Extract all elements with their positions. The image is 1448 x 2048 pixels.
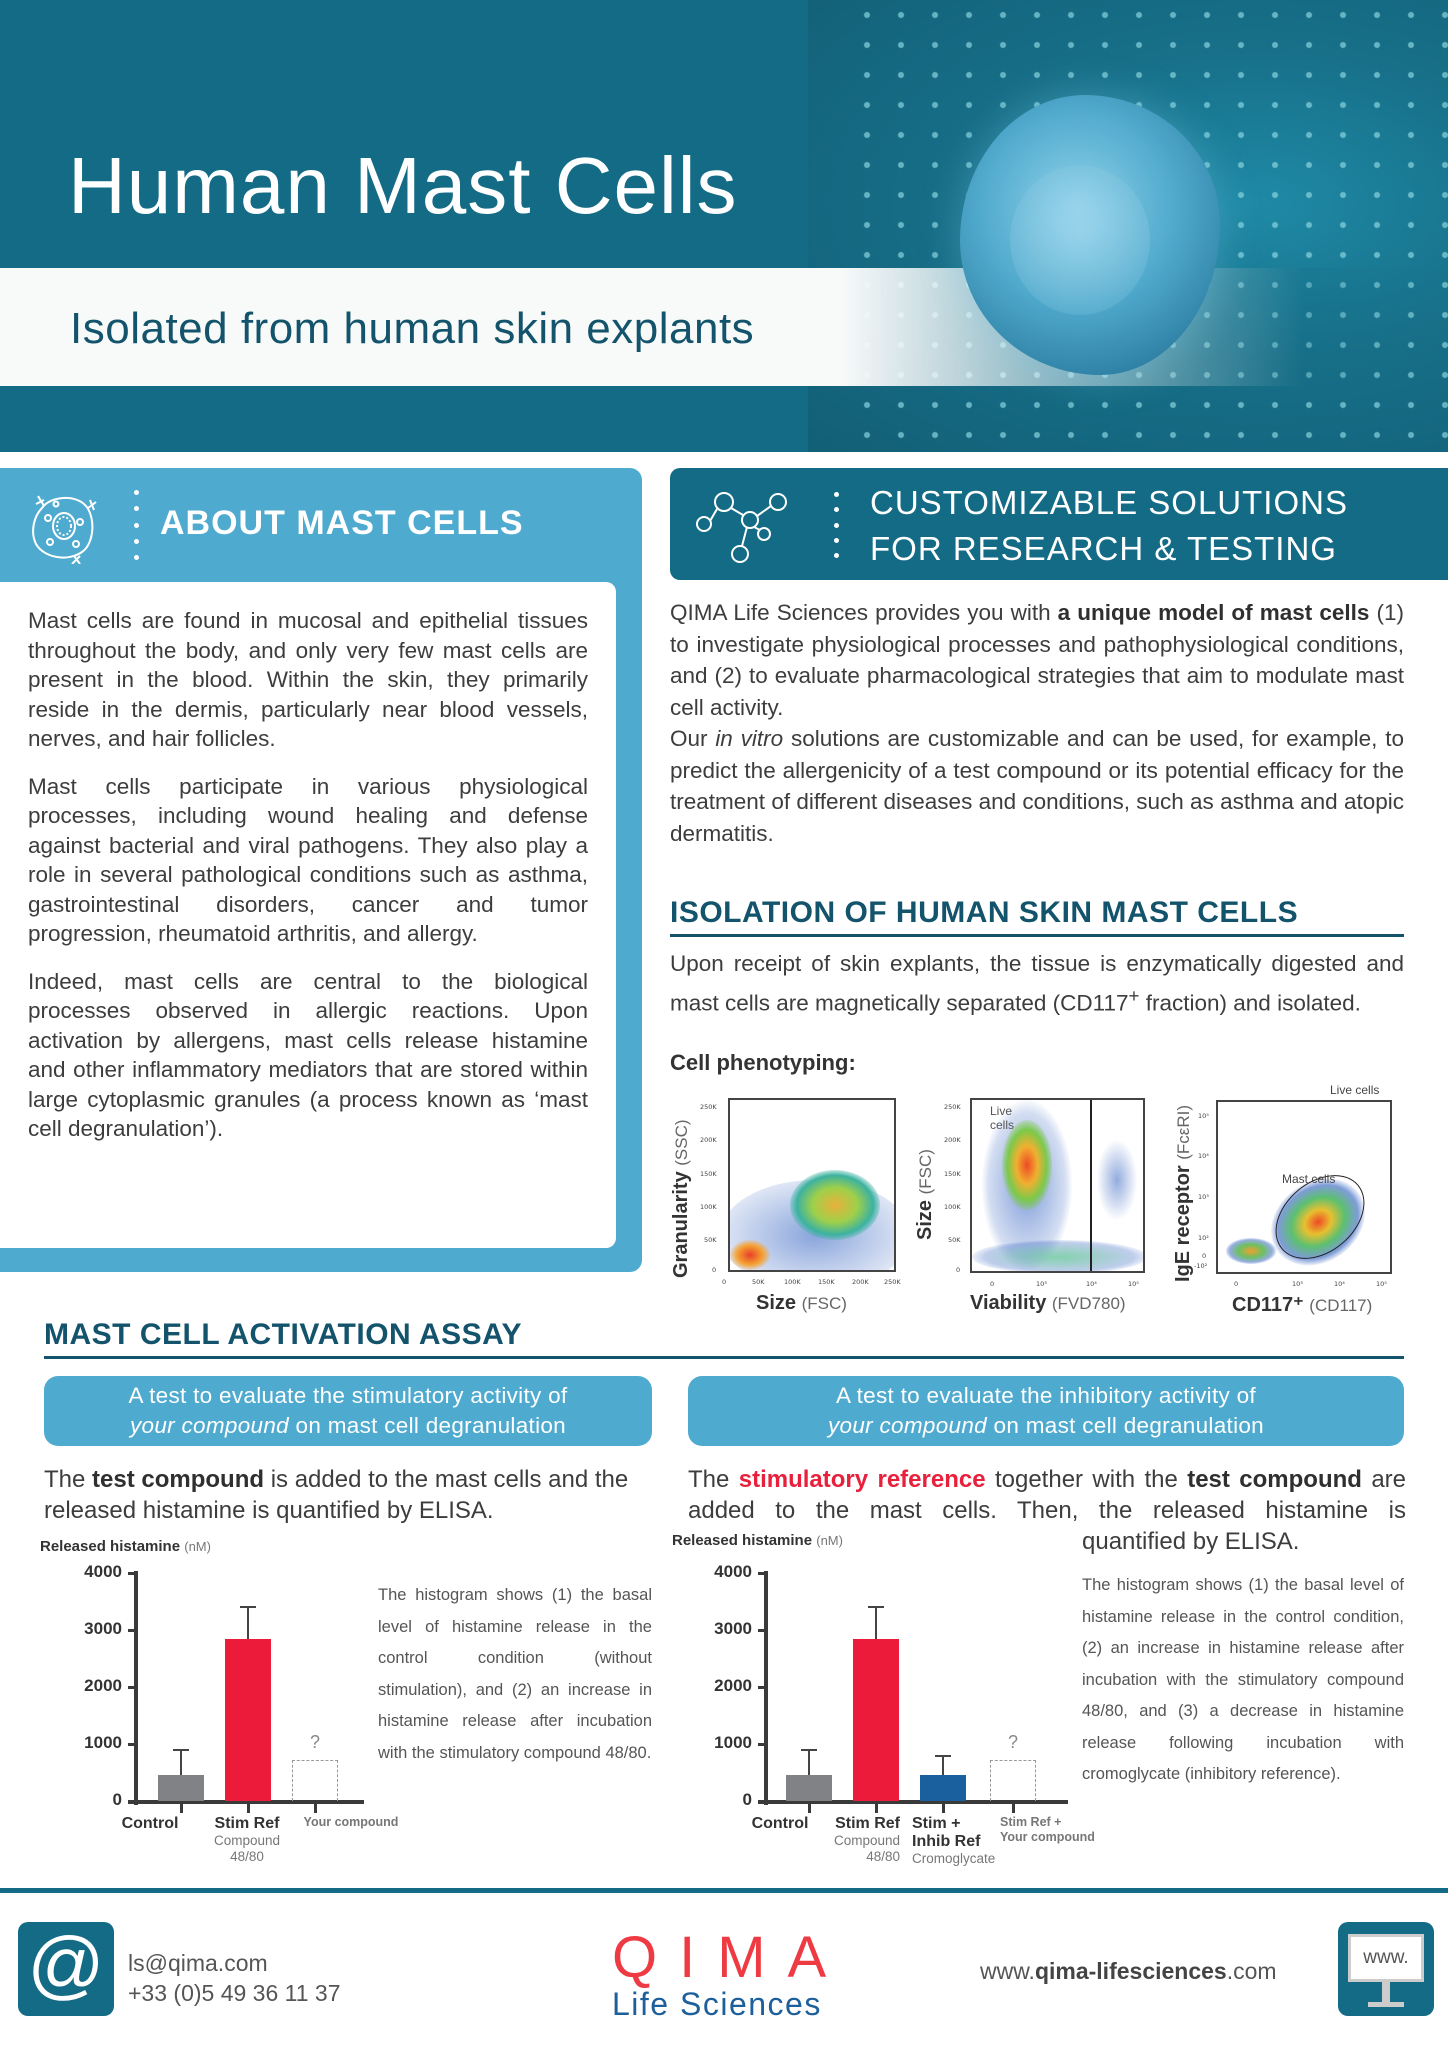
qima-logo-tagline: Life Sciences	[612, 1986, 822, 2022]
bar-your-compound-placeholder	[292, 1760, 338, 1801]
flow-plot-2-ylabel: Size (FSC)	[914, 1149, 936, 1240]
assay-section-title: MAST CELL ACTIVATION ASSAY	[44, 1318, 1404, 1359]
email-link[interactable]: ls@qima.com	[128, 1950, 268, 1976]
about-section-title: ABOUT MAST CELLS	[160, 504, 524, 542]
flow-plot-3-area	[1216, 1100, 1392, 1274]
category-stim-ref: Stim Ref Compound 48/80	[833, 1815, 900, 1864]
inhibitory-test-intro-end: quantified by ELISA.	[1082, 1528, 1300, 1555]
www-screen-icon: www.	[1348, 1934, 1424, 1982]
stimulatory-chart-ytitle: Released histamine (nM)	[40, 1538, 211, 1555]
molecule-icon	[696, 492, 787, 563]
custom-title-line-2: FOR RESEARCH & TESTING	[870, 530, 1337, 567]
category-stim-ref: Stim Ref Compound 48/80	[213, 1815, 281, 1864]
isolation-section-title: ISOLATION OF HUMAN SKIN MAST CELLS	[670, 896, 1404, 937]
category-control: Control	[121, 1815, 179, 1832]
live-cells-gate-label: Live cells	[990, 1104, 1015, 1132]
isolation-description: Upon receipt of skin explants, the tissu…	[670, 951, 1404, 1015]
live-cells-gate	[972, 1100, 1092, 1271]
qima-logo-wordmark: QIMA	[612, 1925, 849, 1990]
category-your-compound: Your compound	[303, 1815, 399, 1829]
flow-plot-2-area	[970, 1098, 1145, 1273]
about-paragraph-1: Mast cells are found in mucosal and epit…	[28, 608, 588, 751]
inhibitory-chart-ytitle: Released histamine (nM)	[672, 1532, 843, 1549]
bar-control	[786, 1775, 832, 1801]
bar-stim-your-compound-placeholder	[990, 1760, 1036, 1801]
custom-paragraph-1: QIMA Life Sciences provides you with a u…	[670, 600, 1404, 720]
bar-stim-ref	[225, 1639, 271, 1801]
website-link[interactable]: www.qima-lifesciences.com	[980, 1958, 1277, 1984]
cell-phenotyping-label: Cell phenotyping:	[670, 1050, 856, 1075]
page-title: Human Mast Cells	[68, 141, 738, 230]
flow-plot-3-xlabel: CD117⁺ (CD117)	[1232, 1294, 1373, 1316]
custom-paragraph-2: Our in vitro solutions are customizable …	[670, 726, 1404, 846]
inhibitory-chart-description: The histogram shows (1) the basal level …	[1082, 1576, 1404, 1783]
screen-base	[1368, 2002, 1404, 2007]
about-section-header: ABOUT MAST CELLS	[0, 468, 642, 580]
phone-number[interactable]: +33 (0)5 49 36 11 37	[128, 1980, 341, 2006]
inhibitory-test-banner: A test to evaluate the inhibitory activi…	[688, 1376, 1404, 1446]
category-stim-your-compound: Stim Ref + Your compound	[1000, 1815, 1095, 1844]
cell-nucleus-illustration	[1010, 165, 1150, 315]
screen-stand	[1382, 1982, 1390, 2004]
mast-cells-gate-label: Mast cells	[1282, 1172, 1336, 1186]
live-cells-note: Live cells	[1330, 1083, 1380, 1097]
category-stim-inhib-ref: Stim + Inhib Ref Cromoglycate	[912, 1815, 996, 1866]
unique-model-emphasis: a unique model of mast cells	[1057, 600, 1370, 625]
footer-divider	[0, 1888, 1448, 1893]
flow-plot-3-ylabel: IgE receptor (FcεRI)	[1172, 1104, 1194, 1282]
hero-banner: Human Mast Cells Isolated from human ski…	[0, 0, 1448, 452]
in-vitro-emphasis: in vitro	[715, 726, 784, 751]
flow-plot-1-ylabel: Granularity (SSC)	[670, 1119, 692, 1278]
website-icon-box: www.	[1338, 1922, 1434, 2016]
about-section-body: Mast cells are found in mucosal and epit…	[0, 582, 616, 1248]
custom-section-title: CUSTOMIZABLE SOLUTIONS FOR RESEARCH & TE…	[870, 480, 1348, 572]
custom-title-line-1: CUSTOMIZABLE SOLUTIONS	[870, 484, 1348, 521]
mast-cell-sketch-icon	[32, 495, 97, 564]
stimulatory-test-banner: A test to evaluate the stimulatory activ…	[44, 1376, 652, 1446]
custom-section-body: QIMA Life Sciences provides you with a u…	[670, 597, 1404, 849]
flow-plot-2-xlabel: Viability (FVD780)	[970, 1292, 1126, 1314]
flow-plot-1-xlabel: Size (FSC)	[756, 1292, 847, 1314]
stimulatory-test-intro: The test compound is added to the mast c…	[44, 1466, 629, 1524]
email-icon-box: @	[18, 1922, 114, 2016]
custom-section-header: CUSTOMIZABLE SOLUTIONS FOR RESEARCH & TE…	[670, 468, 1448, 580]
bar-stim-inhib-ref	[920, 1775, 966, 1801]
bar-stim-ref	[853, 1639, 899, 1801]
page-subtitle: Isolated from human skin explants	[70, 304, 755, 353]
about-paragraph-2: Mast cells participate in various physio…	[28, 773, 588, 947]
at-icon: @	[27, 1922, 105, 2007]
stimulatory-chart-description: The histogram shows (1) the basal level …	[378, 1586, 652, 1762]
contact-info: ls@qima.com +33 (0)5 49 36 11 37	[128, 1948, 341, 2008]
flow-plot-1-area	[728, 1098, 896, 1272]
category-control: Control	[751, 1815, 809, 1832]
inhibitory-test-intro: The stimulatory reference together with …	[688, 1466, 1407, 1524]
bar-control	[158, 1775, 204, 1801]
dotted-divider	[134, 490, 140, 560]
about-paragraph-3: Indeed, mast cells are central to the bi…	[28, 968, 588, 1142]
dotted-divider	[834, 492, 840, 558]
